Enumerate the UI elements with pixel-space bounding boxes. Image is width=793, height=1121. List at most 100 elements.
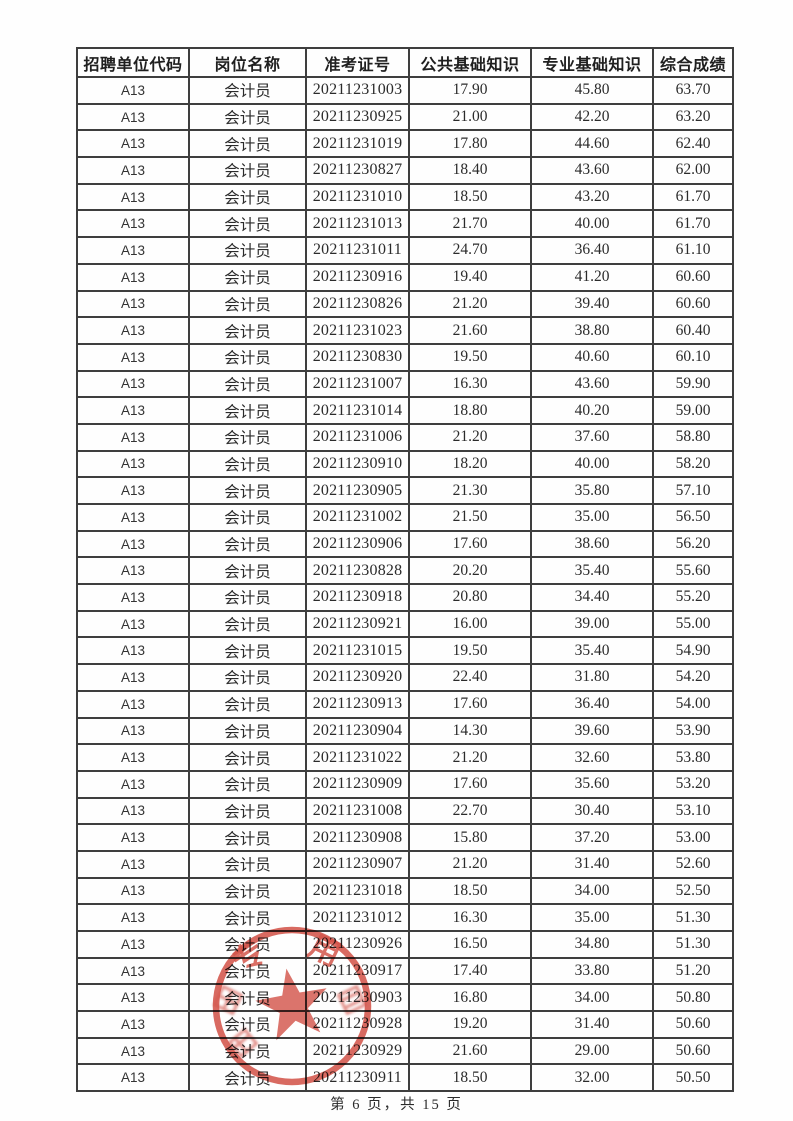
cell-ticket-number: 20211231006 — [305, 422, 410, 452]
cell-public-basic-score: 24.70 — [408, 236, 532, 265]
cell-prof-basic-score: 41.20 — [530, 262, 654, 292]
table-row: A13 会计员 20211230827 18.40 43.60 62.00 — [76, 156, 734, 185]
cell-unit-code: A13 — [76, 156, 190, 185]
cell-overall-score: 54.90 — [652, 636, 734, 666]
cell-public-basic-score: 18.20 — [408, 449, 532, 479]
cell-overall-score: 61.10 — [652, 236, 734, 265]
cell-prof-basic-score: 34.40 — [530, 583, 654, 612]
cell-public-basic-score: 18.40 — [408, 156, 532, 185]
table-row: A13 会计员 20211231008 22.70 30.40 53.10 — [76, 796, 734, 826]
cell-prof-basic-score: 40.00 — [530, 209, 654, 239]
table-row: A13 会计员 20211230904 14.30 39.60 53.90 — [76, 716, 734, 746]
cell-public-basic-score: 15.80 — [408, 823, 532, 852]
cell-ticket-number: 20211230905 — [305, 476, 410, 505]
cell-unit-code: A13 — [76, 476, 190, 505]
cell-unit-code: A13 — [76, 262, 190, 292]
cell-prof-basic-score: 32.60 — [530, 743, 654, 772]
score-table: 招聘单位代码 岗位名称 准考证号 公共基础知识 专业基础知识 综合成绩 A13 会… — [76, 47, 734, 1093]
table-row: A13 会计员 20211230906 17.60 38.60 56.20 — [76, 529, 734, 559]
cell-position-name: 会计员 — [188, 956, 307, 986]
cell-position-name: 会计员 — [188, 930, 307, 959]
cell-position-name: 会计员 — [188, 129, 307, 159]
cell-overall-score: 53.90 — [652, 716, 734, 746]
cell-ticket-number: 20211230827 — [305, 156, 410, 185]
cell-ticket-number: 20211230910 — [305, 449, 410, 479]
cell-unit-code: A13 — [76, 422, 190, 452]
cell-unit-code: A13 — [76, 1063, 190, 1093]
cell-ticket-number: 20211230929 — [305, 1036, 410, 1066]
cell-unit-code: A13 — [76, 76, 190, 105]
cell-public-basic-score: 17.60 — [408, 529, 532, 559]
cell-ticket-number: 20211230918 — [305, 583, 410, 612]
cell-ticket-number: 20211231018 — [305, 876, 410, 906]
table-row: A13 会计员 20211231015 19.50 35.40 54.90 — [76, 636, 734, 666]
cell-overall-score: 51.20 — [652, 956, 734, 986]
cell-unit-code: A13 — [76, 636, 190, 666]
cell-position-name: 会计员 — [188, 609, 307, 639]
cell-overall-score: 60.60 — [652, 262, 734, 292]
cell-ticket-number: 20211231012 — [305, 903, 410, 932]
cell-unit-code: A13 — [76, 102, 190, 132]
cell-overall-score: 52.50 — [652, 876, 734, 906]
cell-unit-code: A13 — [76, 129, 190, 159]
cell-ticket-number: 20211231007 — [305, 369, 410, 399]
cell-ticket-number: 20211230909 — [305, 769, 410, 799]
table-row: A13 会计员 20211230917 17.40 33.80 51.20 — [76, 956, 734, 986]
table-row: A13 会计员 20211230916 19.40 41.20 60.60 — [76, 262, 734, 292]
cell-public-basic-score: 16.30 — [408, 903, 532, 932]
cell-prof-basic-score: 40.60 — [530, 342, 654, 372]
cell-overall-score: 54.20 — [652, 663, 734, 692]
cell-public-basic-score: 21.20 — [408, 743, 532, 772]
cell-prof-basic-score: 43.20 — [530, 182, 654, 212]
cell-unit-code: A13 — [76, 449, 190, 479]
table-row: A13 会计员 20211230826 21.20 39.40 60.60 — [76, 289, 734, 319]
table-row: A13 会计员 20211231018 18.50 34.00 52.50 — [76, 876, 734, 906]
cell-prof-basic-score: 40.00 — [530, 449, 654, 479]
header-overall-score: 综合成绩 — [652, 47, 734, 78]
cell-public-basic-score: 21.30 — [408, 476, 532, 505]
cell-ticket-number: 20211231013 — [305, 209, 410, 239]
cell-ticket-number: 20211231010 — [305, 182, 410, 212]
cell-overall-score: 61.70 — [652, 209, 734, 239]
cell-overall-score: 60.40 — [652, 316, 734, 345]
cell-unit-code: A13 — [76, 689, 190, 719]
cell-public-basic-score: 17.40 — [408, 956, 532, 986]
cell-position-name: 会计员 — [188, 529, 307, 559]
cell-prof-basic-score: 30.40 — [530, 796, 654, 826]
cell-public-basic-score: 17.60 — [408, 769, 532, 799]
cell-unit-code: A13 — [76, 769, 190, 799]
table-row: A13 会计员 20211231022 21.20 32.60 53.80 — [76, 743, 734, 772]
cell-overall-score: 53.00 — [652, 823, 734, 852]
table-row: A13 会计员 20211231002 21.50 35.00 56.50 — [76, 503, 734, 532]
cell-ticket-number: 20211230911 — [305, 1063, 410, 1093]
cell-prof-basic-score: 37.20 — [530, 823, 654, 852]
cell-position-name: 会计员 — [188, 102, 307, 132]
cell-prof-basic-score: 35.60 — [530, 769, 654, 799]
cell-unit-code: A13 — [76, 849, 190, 879]
cell-ticket-number: 20211231008 — [305, 796, 410, 826]
cell-unit-code: A13 — [76, 903, 190, 932]
table-row: A13 会计员 20211230828 20.20 35.40 55.60 — [76, 556, 734, 586]
cell-ticket-number: 20211230920 — [305, 663, 410, 692]
table-row: A13 会计员 20211230920 22.40 31.80 54.20 — [76, 663, 734, 692]
cell-public-basic-score: 20.20 — [408, 556, 532, 586]
cell-position-name: 会计员 — [188, 156, 307, 185]
cell-position-name: 会计员 — [188, 1010, 307, 1039]
cell-position-name: 会计员 — [188, 849, 307, 879]
cell-public-basic-score: 17.90 — [408, 76, 532, 105]
cell-ticket-number: 20211231011 — [305, 236, 410, 265]
cell-unit-code: A13 — [76, 316, 190, 345]
cell-position-name: 会计员 — [188, 556, 307, 586]
cell-public-basic-score: 18.50 — [408, 1063, 532, 1093]
header-position-name: 岗位名称 — [188, 47, 307, 78]
table-row: A13 会计员 20211230911 18.50 32.00 50.50 — [76, 1063, 734, 1093]
cell-overall-score: 50.50 — [652, 1063, 734, 1093]
cell-unit-code: A13 — [76, 369, 190, 399]
cell-unit-code: A13 — [76, 743, 190, 772]
cell-overall-score: 57.10 — [652, 476, 734, 505]
cell-overall-score: 56.20 — [652, 529, 734, 559]
cell-prof-basic-score: 37.60 — [530, 422, 654, 452]
table-row: A13 会计员 20211230925 21.00 42.20 63.20 — [76, 102, 734, 132]
cell-public-basic-score: 21.70 — [408, 209, 532, 239]
cell-overall-score: 56.50 — [652, 503, 734, 532]
